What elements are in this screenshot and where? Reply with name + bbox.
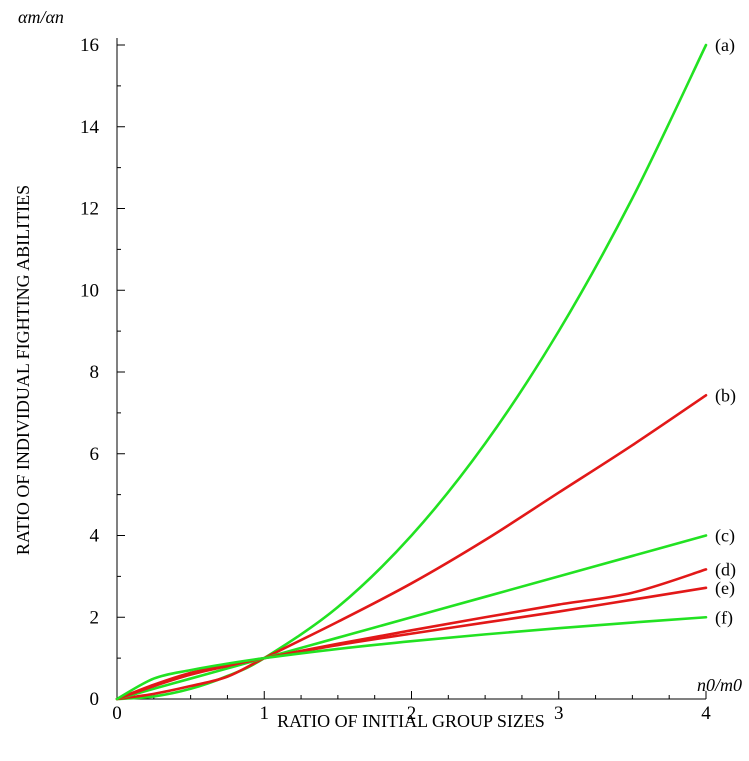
y-tick-label: 16 (80, 35, 99, 56)
series-line-d (115, 568, 708, 701)
y-tick-label: 14 (80, 117, 100, 138)
series-label-c: (c) (715, 526, 735, 547)
series-line-e (115, 586, 708, 701)
y-tick-label: 12 (80, 199, 99, 220)
y-tick-label: 6 (90, 444, 100, 465)
series-line-c (115, 534, 708, 701)
x-tick-label: 2 (407, 703, 417, 724)
series-label-b: (b) (715, 385, 736, 406)
series-line-b (115, 393, 708, 701)
x-axis-title: RATIO OF INITIAL GROUP SIZES (277, 711, 545, 731)
x-unit-label: n0/m0 (697, 675, 742, 695)
series-line-f (115, 615, 708, 701)
x-tick-label: 1 (260, 703, 270, 724)
series-label-d: (d) (715, 559, 736, 580)
ticks (116, 44, 707, 700)
x-tick-label: 0 (112, 703, 122, 724)
y-axis-title: RATIO OF INDIVIDUAL FIGHTING ABILITIES (13, 185, 33, 555)
y-tick-label: 0 (90, 689, 100, 710)
y-tick-label: 8 (90, 362, 100, 383)
series-line-a (115, 43, 708, 701)
series-label-f: (f) (715, 607, 733, 628)
y-tick-label: 10 (80, 280, 99, 301)
y-unit-label: αm/αn (18, 7, 64, 27)
x-tick-label: 4 (701, 703, 711, 724)
x-tick-label: 3 (554, 703, 564, 724)
y-tick-label: 2 (90, 607, 100, 628)
y-tick-label: 4 (90, 526, 100, 547)
series-group (115, 43, 708, 701)
series-label-e: (e) (715, 578, 735, 599)
series-label-a: (a) (715, 35, 735, 56)
curve-labels: (a) (b) (c) (d)(e) (f) (715, 35, 736, 628)
